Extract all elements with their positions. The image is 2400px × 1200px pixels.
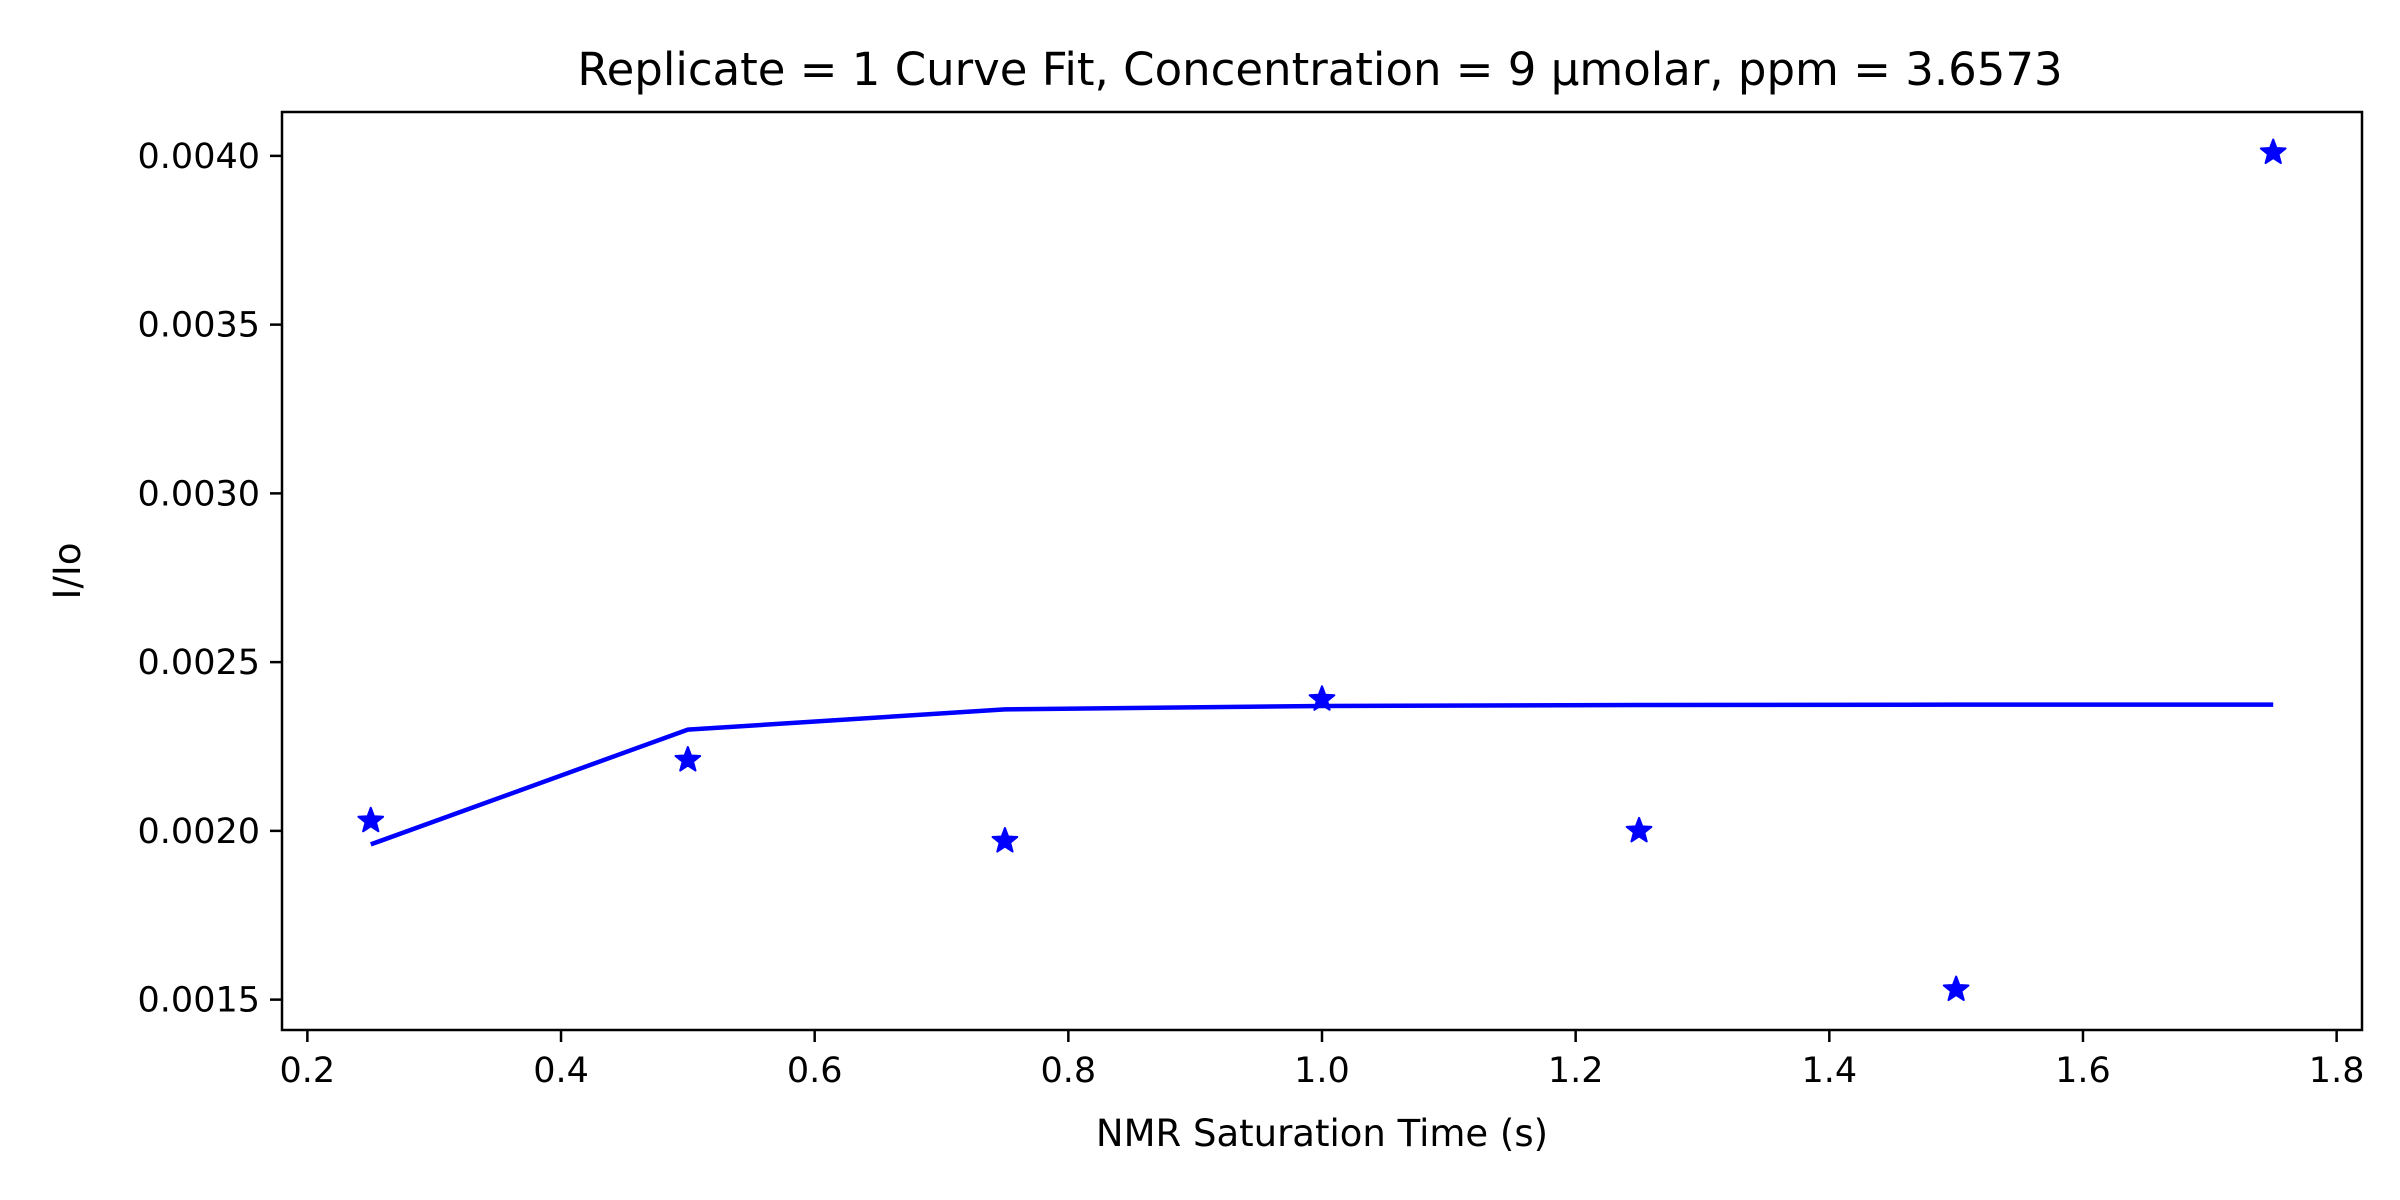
data-point-star [2259,138,2287,165]
fit-curve-series [370,702,2274,847]
x-tick-label: 1.8 [2309,1051,2365,1091]
x-tick-label: 1.6 [2055,1051,2111,1091]
plot-area [280,110,2364,1032]
x-tick-label: 1.4 [1801,1051,1857,1091]
data-point-star [357,806,385,833]
y-tick-label: 0.0040 [138,137,260,177]
y-axis-ticks: 0.0015 0.0020 0.0025 0.0030 0.0035 0.0040 [138,137,282,1021]
plot-frame [280,110,2364,1032]
x-tick-label: 0.6 [787,1051,843,1091]
y-tick-label: 0.0030 [138,474,260,514]
x-tick-label: 0.4 [533,1051,589,1091]
y-tick-label: 0.0015 [138,981,260,1021]
x-tick-label: 0.8 [1041,1051,1097,1091]
measured-points-series [357,138,2287,1002]
y-tick-label: 0.0020 [138,812,260,852]
data-point-star [674,746,702,772]
x-axis-title: NMR Saturation Time (s) [1096,1112,1548,1155]
data-point-star [991,827,1019,853]
x-tick-label: 1.0 [1294,1051,1350,1091]
data-point-star [1308,685,1336,711]
y-axis-title: I/Io [46,543,89,600]
x-tick-label: 1.2 [1548,1051,1604,1091]
y-tick-label: 0.0035 [138,306,260,346]
chart-title: Replicate = 1 Curve Fit, Concentration =… [577,43,2062,96]
data-point-star [1942,975,1970,1002]
x-axis-ticks: 0.2 0.4 0.6 0.8 1.0 1.2 1.4 1.6 1.8 [280,1030,2365,1091]
y-tick-label: 0.0025 [138,643,260,683]
data-point-star [1625,816,1653,843]
x-tick-label: 0.2 [280,1051,336,1091]
fit-curve-line [370,702,2274,847]
